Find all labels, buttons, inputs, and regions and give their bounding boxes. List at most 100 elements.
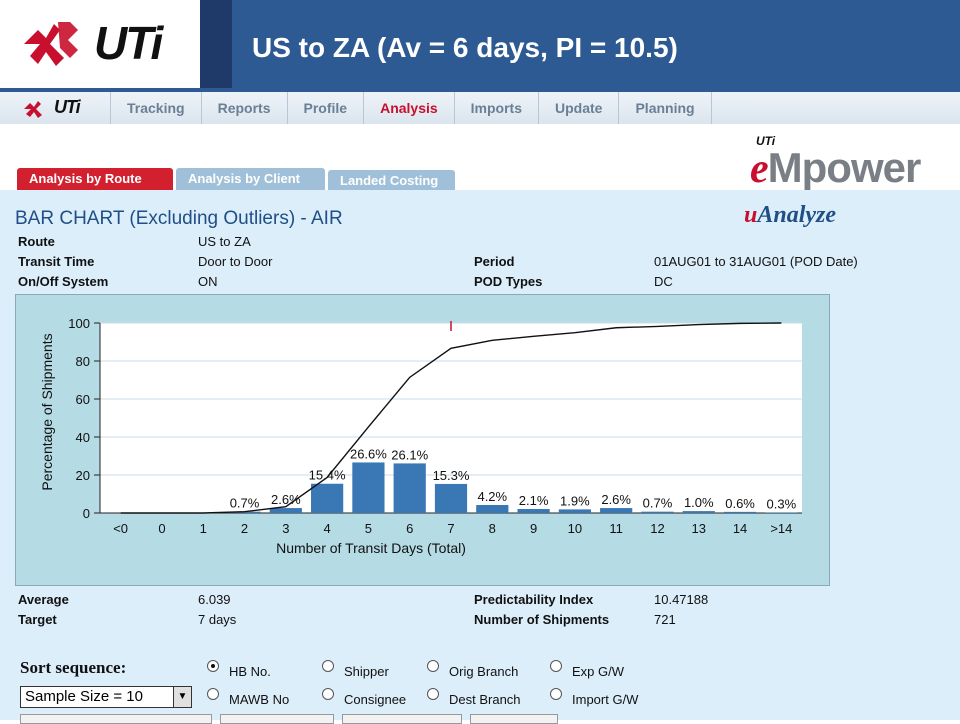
bar — [682, 511, 715, 513]
radio-dot-icon[interactable] — [207, 660, 219, 672]
shipments-value: 721 — [654, 612, 676, 627]
route-label: Route — [18, 234, 55, 249]
data-label: 15.3% — [433, 468, 470, 483]
bar — [517, 509, 550, 513]
radio-consignee[interactable]: Consignee — [322, 688, 406, 707]
tab-landed-costing[interactable]: Landed Costing — [328, 170, 455, 192]
y-tick-label: 20 — [76, 468, 90, 483]
uti-mark-icon — [24, 22, 78, 66]
radio-import-gw[interactable]: Import G/W — [550, 688, 638, 707]
target-value: 7 days — [198, 612, 237, 627]
radio-dot-icon[interactable] — [550, 660, 562, 672]
x-tick-label: 3 — [282, 521, 289, 536]
x-tick-label: 5 — [365, 521, 372, 536]
average-value: 6.039 — [198, 592, 231, 607]
transit-bar-chart: 0 20 40 60 80 100 <0 0 1 0.7% 2 2.6% 3 15.4% 4 26.6% 5 26… — [39, 316, 802, 556]
pod-types-value: DC — [654, 274, 673, 289]
data-label: 0.7% — [643, 496, 673, 511]
bar — [641, 511, 674, 513]
nav-item-planning[interactable]: Planning — [618, 92, 712, 124]
data-label: 26.6% — [350, 446, 387, 461]
predictability-index-value: 10.47188 — [654, 592, 709, 607]
data-label: 0.6% — [725, 496, 755, 511]
radio-exp-gw[interactable]: Exp G/W — [550, 660, 624, 679]
report-title: BAR CHART (Excluding Outliers) - AIR — [15, 208, 343, 229]
radio-dot-icon[interactable] — [207, 688, 219, 700]
subtab-area: Analysis by Route Analysis by Client Lan… — [0, 124, 960, 192]
chart-frame: 0 20 40 60 80 100 <0 0 1 0.7% 2 2.6% 3 15.4% 4 26.6% 5 26… — [15, 294, 830, 586]
y-tick-label: 40 — [76, 430, 90, 445]
onoff-system-value: ON — [198, 274, 218, 289]
nav-logo[interactable]: UTi — [22, 97, 92, 120]
nav-item-analysis[interactable]: Analysis — [363, 92, 454, 124]
bottom-button-2[interactable] — [220, 714, 334, 724]
bottom-button-4[interactable] — [470, 714, 558, 724]
uanalyze-logo: uAnalyze — [744, 202, 837, 228]
chevron-down-icon[interactable]: ▼ — [173, 687, 191, 707]
predictability-index-label: Predictability Index — [474, 592, 594, 607]
nav-item-reports[interactable]: Reports — [200, 92, 287, 124]
x-tick-label: 8 — [489, 521, 496, 536]
data-label: 26.1% — [391, 447, 428, 462]
data-label: 1.0% — [684, 495, 714, 510]
radio-dot-icon[interactable] — [427, 660, 439, 672]
radio-shipper[interactable]: Shipper — [322, 660, 389, 679]
data-label: 2.1% — [519, 493, 549, 508]
x-tick-label: 4 — [324, 521, 331, 536]
x-tick-label: 6 — [406, 521, 413, 536]
radio-orig-branch[interactable]: Orig Branch — [427, 660, 518, 679]
bar — [352, 462, 385, 513]
nav-item-tracking[interactable]: Tracking — [110, 92, 201, 124]
slide-title: US to ZA (Av = 6 days, PI = 10.5) — [252, 32, 678, 63]
y-tick-label: 100 — [68, 316, 90, 331]
x-tick-label: 9 — [530, 521, 537, 536]
transit-time-value: Door to Door — [198, 254, 273, 269]
bar — [765, 512, 798, 513]
radio-hb-no[interactable]: HB No. — [207, 660, 271, 679]
bar — [311, 483, 344, 513]
x-tick-label: 7 — [447, 521, 454, 536]
y-tick-label: 60 — [76, 392, 90, 407]
report-content: BAR CHART (Excluding Outliers) - AIR uAn… — [0, 190, 960, 724]
header-accent-bar — [200, 0, 232, 88]
bar — [269, 508, 302, 513]
slide-header: UTi US to ZA (Av = 6 days, PI = 10.5) — [0, 0, 960, 88]
radio-dot-icon[interactable] — [322, 688, 334, 700]
x-tick-label: 14 — [733, 521, 747, 536]
tab-analysis-by-client[interactable]: Analysis by Client — [176, 168, 325, 190]
period-label: Period — [474, 254, 515, 269]
title-bar: US to ZA (Av = 6 days, PI = 10.5) — [232, 0, 960, 88]
data-label: 4.2% — [477, 489, 507, 504]
tab-analysis-by-route[interactable]: Analysis by Route — [17, 168, 173, 190]
data-label: 0.7% — [230, 496, 260, 511]
radio-dot-icon[interactable] — [322, 660, 334, 672]
bar — [434, 483, 468, 513]
radio-dot-icon[interactable] — [427, 688, 439, 700]
radio-dot-icon[interactable] — [550, 688, 562, 700]
bar — [723, 511, 757, 513]
data-label: 0.3% — [767, 496, 797, 511]
x-tick-label: 12 — [650, 521, 664, 536]
nav-item-update[interactable]: Update — [538, 92, 618, 124]
nav-menu: Tracking Reports Profile Analysis Import… — [110, 92, 712, 124]
sample-size-value: Sample Size = 10 — [25, 688, 143, 705]
onoff-system-label: On/Off System — [18, 274, 109, 289]
empower-logo: UTi eMpower — [746, 132, 946, 192]
x-axis-label: Number of Transit Days (Total) — [276, 540, 466, 556]
period-value: 01AUG01 to 31AUG01 (POD Date) — [654, 254, 858, 269]
route-value: US to ZA — [198, 234, 251, 249]
bottom-button-1[interactable] — [20, 714, 212, 724]
logo-text: UTi — [94, 17, 163, 69]
sample-size-select[interactable]: Sample Size = 10 ▼ — [20, 686, 192, 708]
x-tick-label: 10 — [568, 521, 582, 536]
data-label: 15.4% — [309, 468, 346, 483]
nav-item-imports[interactable]: Imports — [453, 92, 538, 124]
bar — [476, 505, 509, 513]
radio-dest-branch[interactable]: Dest Branch — [427, 688, 521, 707]
data-label: 2.6% — [601, 492, 631, 507]
nav-item-profile[interactable]: Profile — [286, 92, 364, 124]
radio-mawb-no[interactable]: MAWB No — [207, 688, 289, 707]
uti-mark-icon — [24, 101, 42, 118]
bottom-button-3[interactable] — [342, 714, 462, 724]
x-tick-label: 1 — [200, 521, 207, 536]
